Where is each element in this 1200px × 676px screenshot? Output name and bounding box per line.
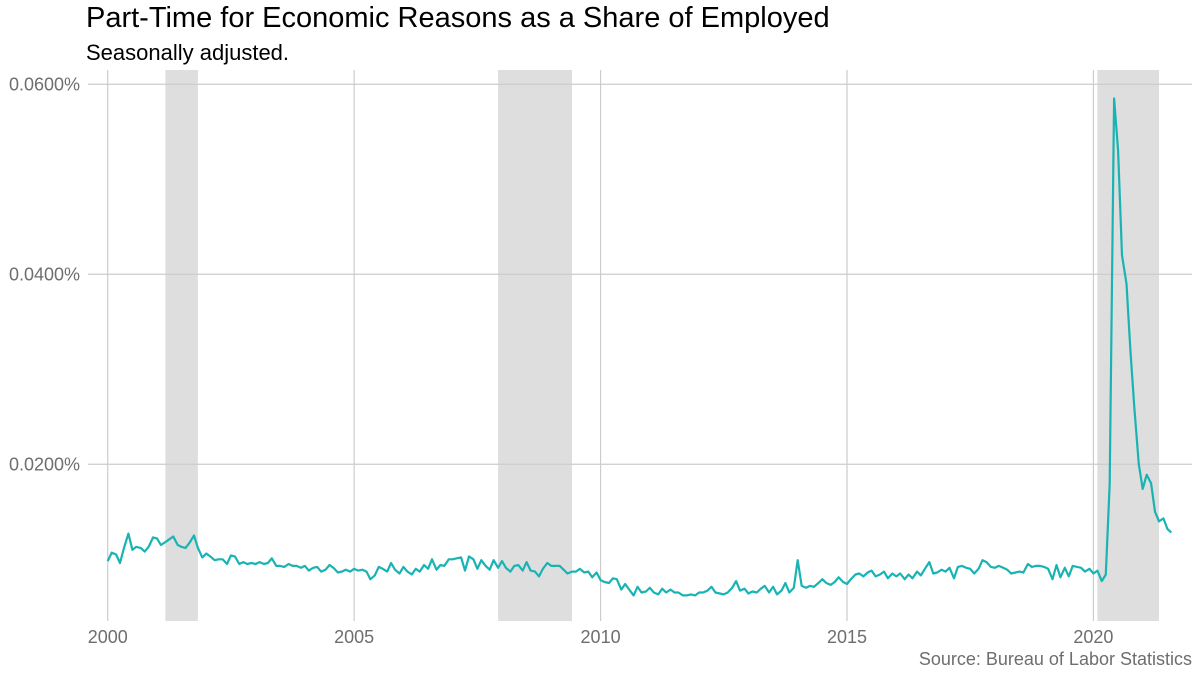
y-tick-label-2: 0.0600% [9,74,80,94]
recession-band-0 [165,70,198,621]
x-tick-label-4: 2020 [1073,627,1113,647]
x-tick-label-2: 2010 [581,627,621,647]
x-tick-label-0: 2000 [88,627,128,647]
y-tick-labels: 0.0200% 0.0400% 0.0600% [9,74,80,474]
x-tick-label-3: 2015 [827,627,867,647]
x-tick-labels: 2000 2005 2010 2015 2020 [88,627,1114,647]
major-gridlines [88,70,1192,621]
y-tick-label-1: 0.0400% [9,264,80,284]
x-tick-label-1: 2005 [334,627,374,647]
recession-band-1 [498,70,572,621]
series-line-0 [106,97,1173,597]
recession-shading-layer [165,70,1159,621]
chart-title: Part-Time for Economic Reasons as a Shar… [86,2,830,34]
chart-subtitle: Seasonally adjusted. [86,40,290,65]
y-tick-label-0: 0.0200% [9,454,80,474]
chart-caption: Source: Bureau of Labor Statistics [918,649,1192,669]
series-layer [106,97,1173,597]
